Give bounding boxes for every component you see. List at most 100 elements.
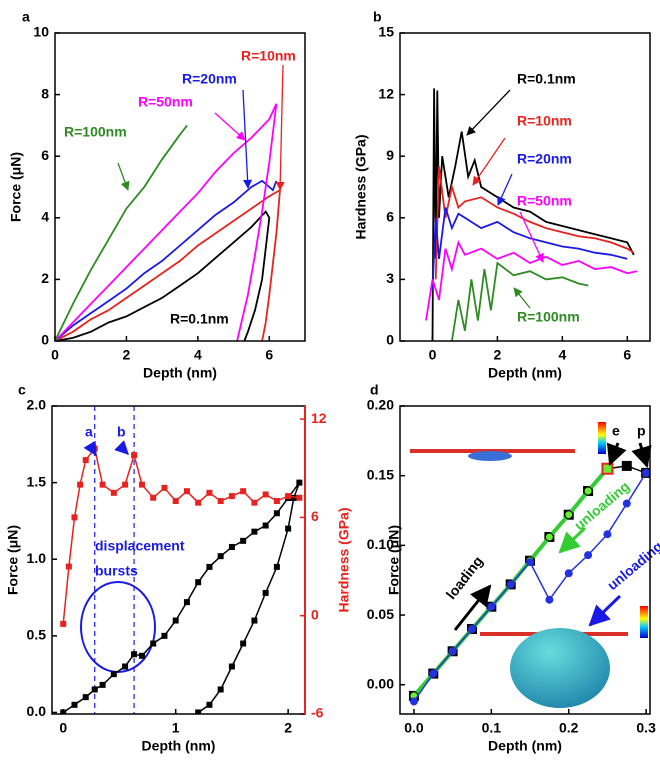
series-label: R=50nm (138, 94, 193, 110)
annotation-arrow (558, 526, 587, 554)
y-tick-label: 9 (386, 147, 394, 163)
series-line (431, 88, 635, 341)
annotation-arrow (83, 440, 97, 457)
marker (131, 651, 138, 658)
marker (60, 620, 67, 627)
marker (71, 514, 78, 521)
annotation-arrow (606, 442, 627, 466)
marker (429, 669, 438, 678)
y2-axis-label: Hardness (GPa) (336, 507, 352, 612)
marker (206, 563, 213, 570)
x-tick-label: 6 (623, 347, 631, 363)
marker (603, 530, 612, 539)
series-label: R=100nm (517, 309, 580, 325)
panel-letter: b (373, 9, 382, 25)
series-label: R=20nm (517, 151, 572, 167)
y-tick-label: 10 (33, 24, 49, 40)
y-axis-label: Force (μN) (5, 525, 21, 595)
marker (621, 460, 632, 471)
label-arrow (497, 173, 513, 206)
marker (99, 681, 106, 688)
axes-frame (399, 405, 651, 715)
inset-bottom (480, 606, 648, 708)
marker (467, 624, 476, 633)
marker (150, 640, 157, 647)
marker (183, 599, 190, 606)
marker (60, 709, 67, 714)
y-tick-label: 0.10 (367, 536, 394, 552)
y-tick-label: 3 (386, 270, 394, 286)
marker (601, 462, 614, 475)
marker (161, 632, 168, 639)
marker (285, 525, 292, 532)
marker (642, 468, 650, 477)
marker (150, 494, 157, 501)
annotation-arrow (588, 594, 622, 627)
marker (251, 528, 258, 535)
marker (545, 595, 554, 604)
marker (195, 709, 202, 714)
annotation-arrow (453, 584, 492, 631)
annotation: loading (443, 553, 486, 602)
y2-tick-label: -6 (311, 705, 324, 721)
axes-frame (51, 405, 306, 715)
marker (251, 617, 258, 624)
series-line (431, 207, 628, 290)
marker (110, 489, 117, 496)
x-tick-label: 0 (59, 720, 67, 736)
marker (206, 489, 213, 496)
marker (195, 499, 202, 506)
y-axis-label: Hardness (GPa) (353, 134, 369, 239)
marker (161, 484, 168, 491)
marker (409, 697, 418, 706)
marker (217, 686, 224, 693)
x-tick-label: 2 (494, 347, 502, 363)
annotation: displacement (95, 538, 185, 554)
marker (240, 640, 247, 647)
x-axis-label: Depth (nm) (142, 738, 216, 754)
marker (506, 580, 515, 589)
series-line (425, 239, 638, 321)
label-arrow (472, 137, 506, 186)
series-line (451, 261, 589, 341)
series-line (434, 166, 635, 280)
marker (583, 486, 593, 496)
marker (290, 494, 297, 501)
x-tick-label: 2 (123, 347, 131, 363)
marker (122, 663, 129, 670)
label-arrow (466, 89, 511, 136)
marker (564, 569, 573, 578)
marker (172, 498, 179, 505)
marker (65, 563, 72, 570)
marker (273, 498, 280, 505)
marker (296, 494, 303, 501)
x-tick-label: 6 (265, 347, 273, 363)
marker (172, 617, 179, 624)
series-line (55, 124, 188, 341)
x-tick-label: 0.2 (559, 720, 579, 736)
series-label: R=20nm (182, 71, 237, 87)
x-tick-label: 0.1 (482, 720, 502, 736)
series-label: R=100nm (64, 124, 127, 140)
marker (82, 457, 89, 464)
marker (131, 452, 138, 459)
y-axis-label: Force (μN) (8, 152, 24, 222)
plot-area (55, 103, 282, 341)
plot-area (408, 460, 650, 706)
marker (296, 479, 303, 486)
y-tick-label: 2 (41, 270, 49, 286)
y-tick-label: 15 (378, 24, 394, 40)
marker (285, 493, 292, 500)
marker (273, 563, 280, 570)
marker (77, 481, 84, 488)
series-label: R=50nm (517, 193, 572, 209)
marker (206, 701, 213, 708)
y-tick-label: 0.00 (367, 675, 394, 691)
annotation: a (85, 424, 93, 440)
label-arrow (275, 64, 285, 191)
marker (487, 602, 496, 611)
x-tick-label: 2 (284, 720, 292, 736)
marker (183, 488, 190, 495)
panel: 0.0 0.1 0.2 0.3 0.00 0.05 0.10 0.15 0.20 e p loadin… (367, 382, 660, 754)
marker (217, 553, 224, 560)
